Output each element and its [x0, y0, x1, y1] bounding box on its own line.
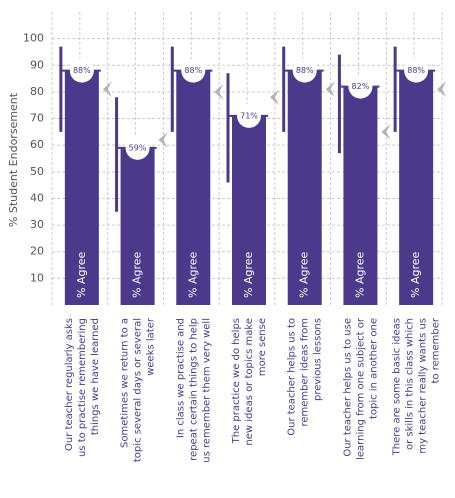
- bar: [399, 70, 434, 305]
- value-bubble: [237, 103, 261, 128]
- value-bubble: [348, 74, 373, 99]
- marker-chevron: [381, 123, 391, 140]
- bar-label: % Agree: [186, 251, 199, 298]
- x-tick-label: things we have learned: [90, 318, 101, 435]
- x-tick-label: or skills in this class which: [405, 318, 416, 450]
- value-bubble: [181, 58, 206, 83]
- y-tick-label: 60: [30, 138, 44, 151]
- bar: [287, 70, 322, 305]
- bar: [176, 70, 211, 305]
- marker-chevron: [325, 81, 335, 98]
- marker-chevron: [158, 131, 168, 148]
- x-tick-label: us to practise remembering: [77, 318, 88, 457]
- y-tick-label: 30: [30, 218, 44, 231]
- value-bubble: [292, 58, 317, 83]
- value-label: 88%: [296, 66, 314, 75]
- value-label: 88%: [73, 66, 91, 75]
- x-tick-label: us remember them very well: [201, 318, 212, 463]
- x-tick-label: Our teacher regularly asks: [64, 318, 75, 451]
- y-tick-label: 90: [30, 58, 44, 71]
- bar: [64, 70, 99, 305]
- bar-label: % Agree: [353, 251, 366, 298]
- marker-chevron: [270, 89, 279, 106]
- x-tick-label: Our teacher helps us to use: [342, 318, 353, 457]
- bar-label: % Agree: [75, 251, 88, 298]
- y-axis-label: % Student Endorsement: [7, 92, 20, 227]
- x-tick-label: topic in another one: [368, 318, 379, 419]
- marker-chevron: [437, 81, 447, 98]
- x-tick-label: Sometimes we return to a: [120, 318, 131, 448]
- value-bubble: [125, 135, 150, 160]
- x-tick-label: my teacher really wants us: [418, 318, 429, 454]
- x-tick-label: more sense: [257, 318, 268, 376]
- x-tick-label: previous lessons: [313, 318, 324, 401]
- value-bubble: [404, 58, 429, 83]
- x-tick-label: new ideas or topics make: [244, 318, 255, 446]
- y-tick-label: 20: [30, 245, 44, 258]
- bar-label: % Agree: [409, 251, 422, 298]
- bar-label: % Agree: [298, 251, 311, 298]
- x-tick-label: to remember: [431, 317, 442, 383]
- x-tick-label: Our teacher helps us to: [287, 318, 298, 436]
- value-label: 59%: [129, 143, 147, 152]
- x-tick-label: In class we practise and: [175, 318, 186, 438]
- y-tick-label: 40: [30, 191, 44, 204]
- value-bubble: [69, 58, 94, 83]
- bar-label: % Agree: [242, 251, 255, 298]
- x-tick-label: remember ideas from: [300, 318, 311, 427]
- y-tick-label: 10: [30, 271, 44, 284]
- value-label: 88%: [184, 66, 202, 75]
- x-tick-label: topic several days or several: [133, 318, 144, 462]
- y-tick-label: 80: [30, 85, 44, 98]
- x-tick-label: learning from one subject or: [355, 317, 366, 460]
- bar: [232, 115, 266, 305]
- x-tick-label: The practice we do helps: [231, 318, 242, 444]
- value-label: 82%: [352, 82, 370, 91]
- bar: [120, 147, 155, 305]
- marker-chevron: [214, 83, 224, 100]
- x-tick-label: repeat certain things to help: [188, 318, 199, 461]
- y-tick-label: 100: [23, 32, 44, 45]
- y-tick-label: 50: [30, 165, 44, 178]
- x-tick-label: There are some basic ideas: [392, 318, 403, 456]
- value-label: 71%: [240, 111, 258, 120]
- bar: [343, 86, 378, 305]
- x-tick-label: weeks later: [146, 317, 157, 376]
- bar-label: % Agree: [131, 251, 144, 298]
- marker-chevron: [102, 81, 112, 98]
- value-label: 88%: [407, 66, 425, 75]
- y-tick-label: 70: [30, 112, 44, 125]
